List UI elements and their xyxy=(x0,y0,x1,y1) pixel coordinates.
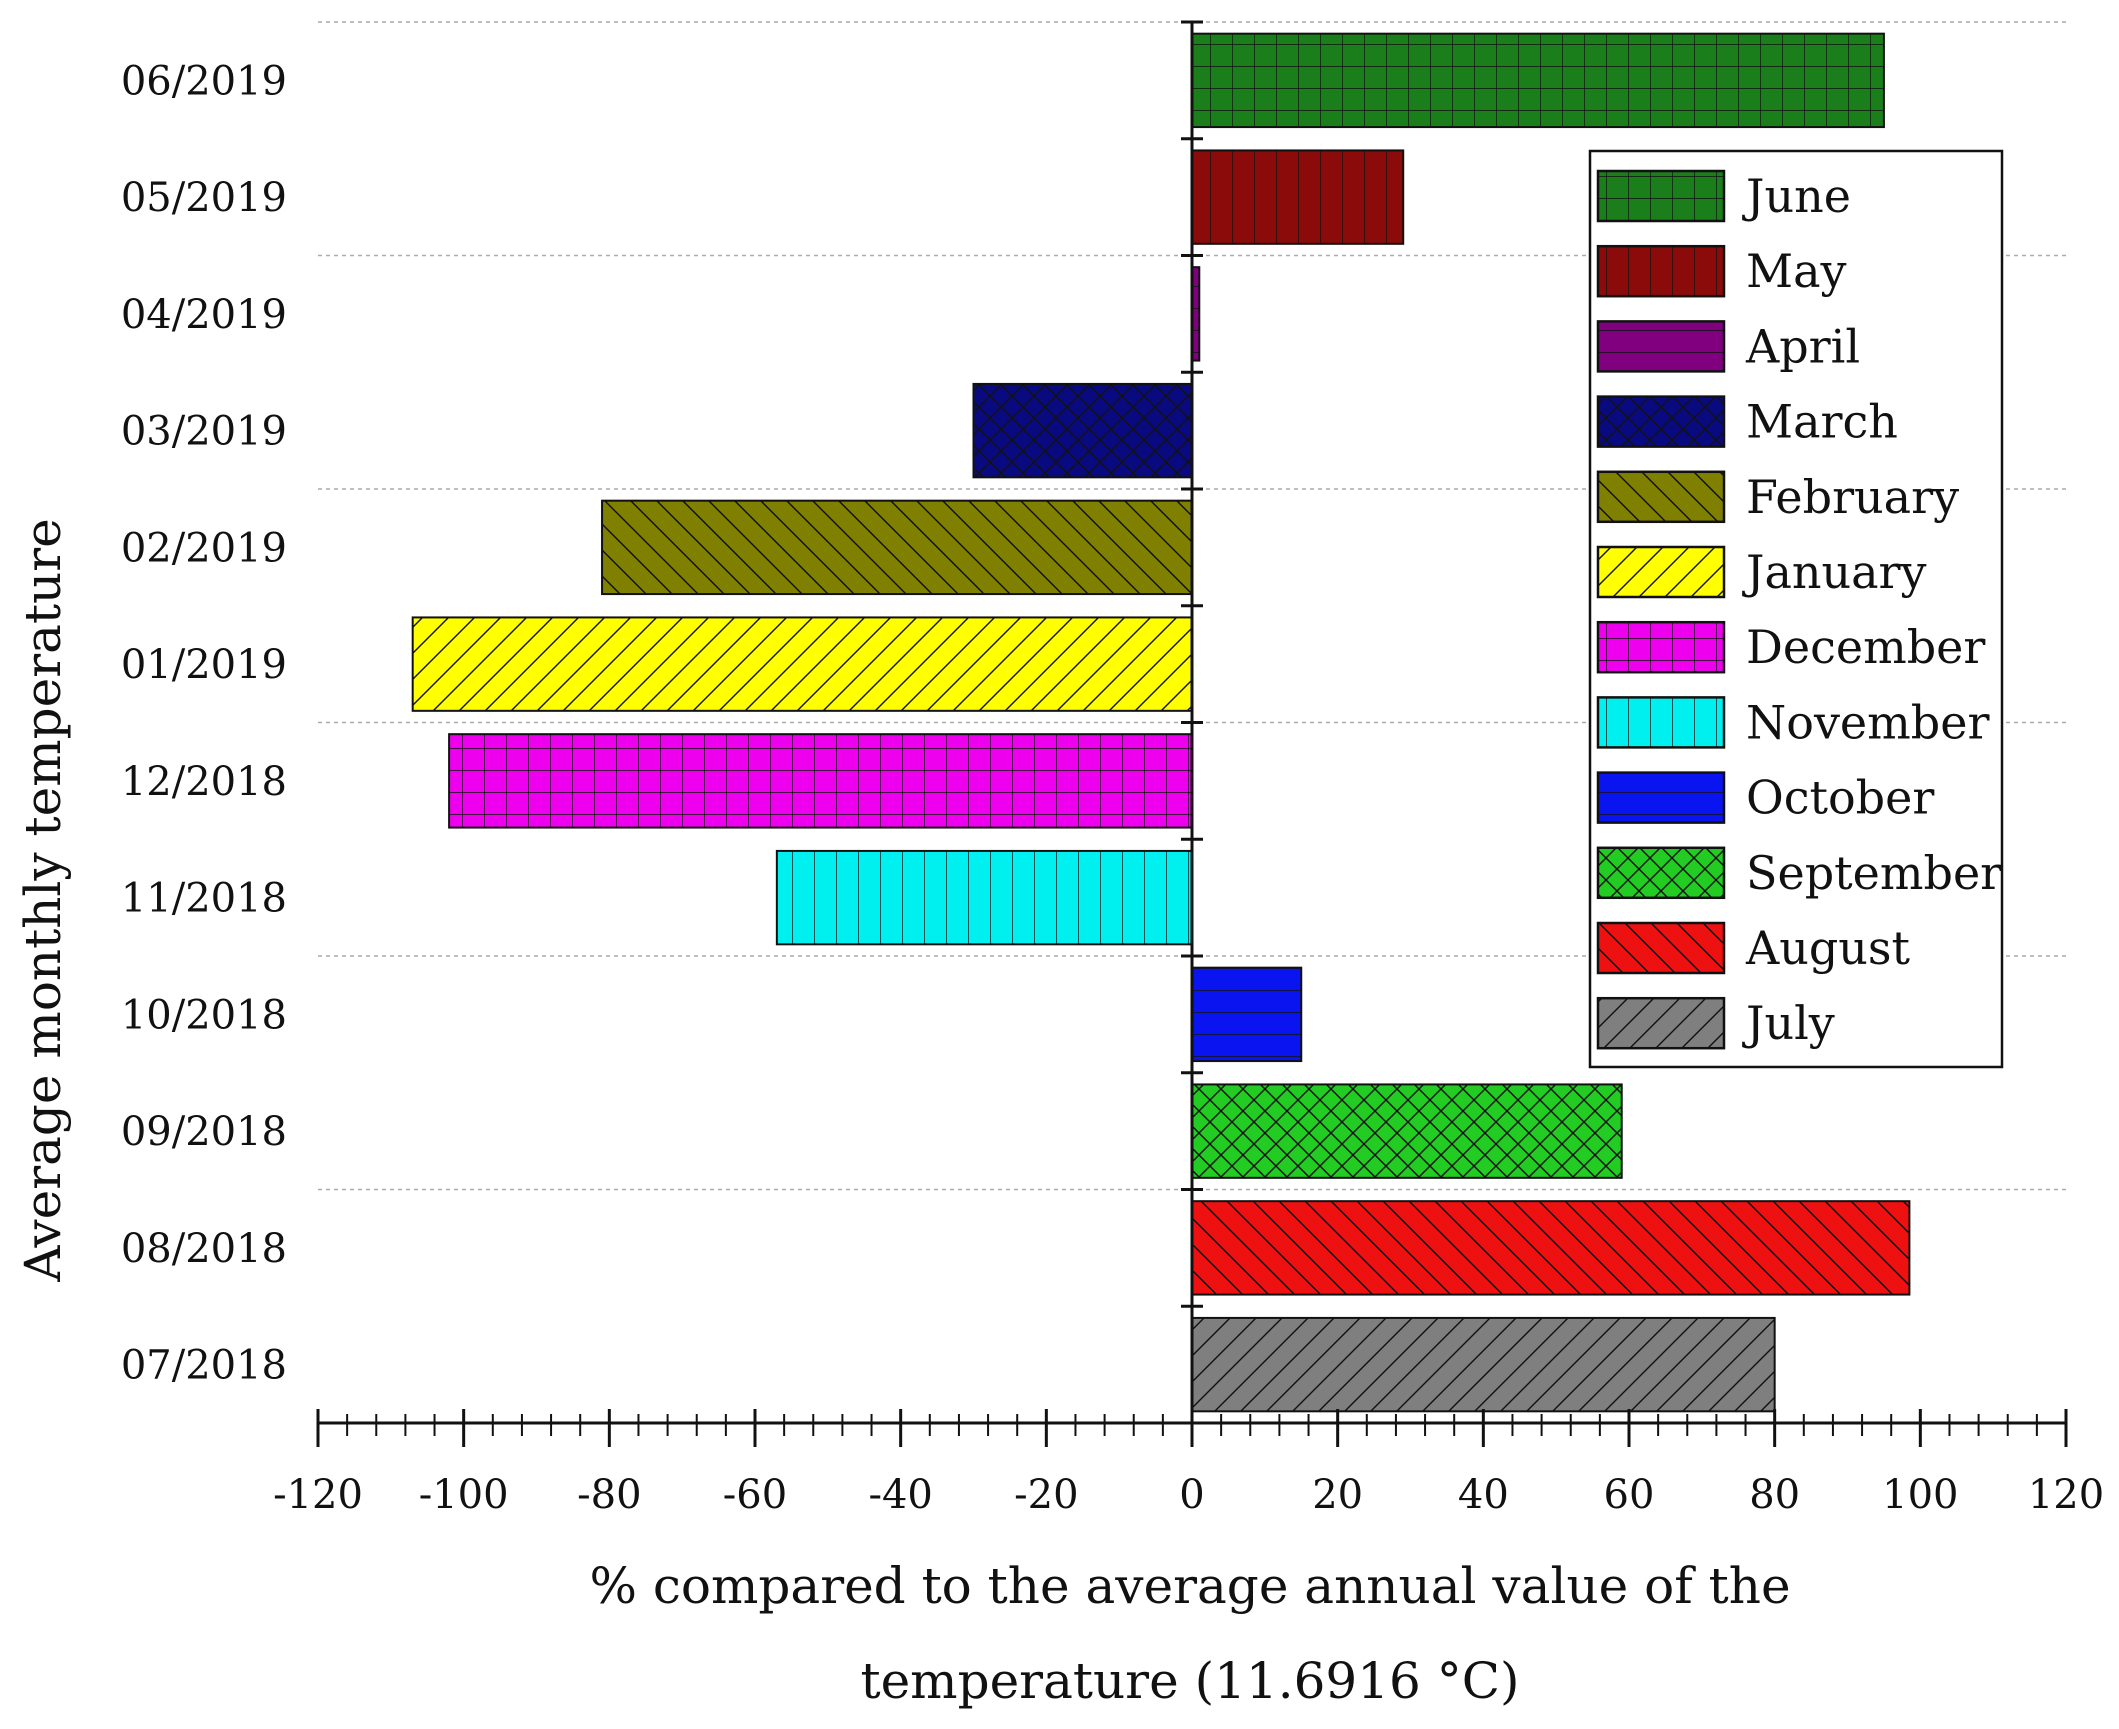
y-tick-label: 04/2019 xyxy=(121,292,287,338)
x-axis-title-line-1: % compared to the average annual value o… xyxy=(589,1557,1790,1615)
bar-august xyxy=(1191,1200,1911,1296)
legend-swatch-may xyxy=(1596,244,1726,298)
legend-swatch-february xyxy=(1596,470,1726,524)
bar-september xyxy=(1191,1083,1623,1179)
y-tick-label: 11/2018 xyxy=(121,876,287,922)
legend-swatch-march xyxy=(1596,395,1726,448)
legend-label-february: February xyxy=(1746,470,1959,524)
legend-swatch-october xyxy=(1596,771,1726,824)
legend-swatch-august xyxy=(1596,921,1726,975)
x-tick-label: 0 xyxy=(1179,1472,1204,1518)
axis-labels: 06/2019 05/2019 04/2019 03/2019 02/2019 01/20… xyxy=(121,58,2104,1518)
y-tick-label: 02/2019 xyxy=(121,525,287,571)
x-tick-label: 100 xyxy=(1882,1472,1958,1518)
x-axis-title-line-2: temperature (11.6916 °C) xyxy=(860,1652,1519,1710)
y-axis-title: Average monthly temperature xyxy=(14,518,72,1282)
y-tick-label: 07/2018 xyxy=(121,1343,287,1389)
legend-swatch-april xyxy=(1596,320,1726,373)
bar-january xyxy=(411,616,1193,712)
x-tick-label: -40 xyxy=(868,1472,932,1518)
y-tick-label: 06/2019 xyxy=(121,58,287,104)
legend-swatch-december xyxy=(1596,620,1726,674)
legend-label-january: January xyxy=(1742,545,1927,599)
legend: June May April March February January December… xyxy=(1588,149,2004,1069)
axes xyxy=(316,20,2068,1447)
y-tick-label: 09/2018 xyxy=(121,1109,287,1155)
legend-swatch-november xyxy=(1596,696,1726,749)
legend-label-march: March xyxy=(1746,395,1898,449)
legend-label-december: December xyxy=(1746,620,1985,674)
bar-may xyxy=(1191,149,1405,245)
x-tick-label: 20 xyxy=(1312,1472,1363,1518)
bar-november xyxy=(775,849,1193,946)
legend-box xyxy=(1588,149,2004,1069)
legend-swatch-september xyxy=(1596,846,1726,900)
legend-label-april: April xyxy=(1745,319,1860,373)
bars xyxy=(411,32,1911,1413)
bar-march xyxy=(972,382,1193,479)
y-tick-label: 10/2018 xyxy=(121,992,287,1038)
y-tick-label: 05/2019 xyxy=(121,175,287,221)
y-tick-label: 08/2018 xyxy=(121,1226,287,1272)
x-tick-label: -20 xyxy=(1014,1472,1078,1518)
legend-swatch-june xyxy=(1596,169,1726,223)
x-tick-label: -120 xyxy=(273,1472,363,1518)
bar-december xyxy=(448,733,1194,829)
legend-label-october: October xyxy=(1746,771,1934,825)
legend-label-july: July xyxy=(1742,996,1835,1050)
x-tick-label: -80 xyxy=(577,1472,641,1518)
y-tick-label: 12/2018 xyxy=(121,759,287,805)
bar-july xyxy=(1191,1316,1776,1413)
bar-june xyxy=(1191,32,1885,129)
legend-swatch-july xyxy=(1596,996,1726,1050)
bar-october xyxy=(1191,966,1303,1063)
legend-label-november: November xyxy=(1746,695,1989,749)
bar-february xyxy=(601,499,1193,596)
legend-label-september: September xyxy=(1746,846,2002,900)
axis-titles: Average monthly temperature % compared t… xyxy=(14,518,1791,1710)
x-tick-label: 80 xyxy=(1749,1472,1800,1518)
legend-label-august: August xyxy=(1745,921,1911,975)
x-tick-label: 120 xyxy=(2028,1472,2104,1518)
legend-label-june: June xyxy=(1742,169,1851,223)
x-tick-label: 40 xyxy=(1458,1472,1509,1518)
x-tick-label: -60 xyxy=(723,1472,787,1518)
y-tick-label: 01/2019 xyxy=(121,642,287,688)
legend-label-may: May xyxy=(1746,244,1847,298)
x-tick-label: 60 xyxy=(1604,1472,1655,1518)
x-tick-label: -100 xyxy=(419,1472,509,1518)
y-tick-label: 03/2019 xyxy=(121,409,287,455)
legend-swatch-january xyxy=(1596,545,1726,599)
